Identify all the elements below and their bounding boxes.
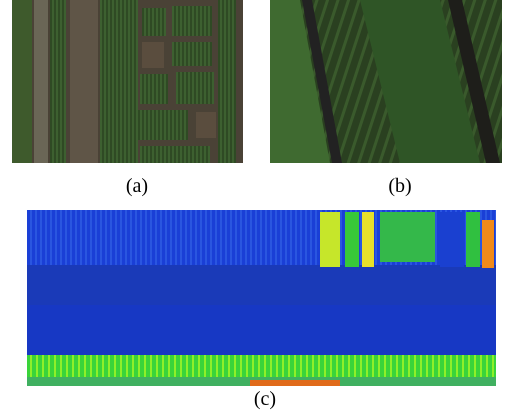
image-b (270, 0, 502, 163)
figure-page: {"figure": {"panels": [{"label": "(a)"},… (0, 0, 513, 419)
image-c (27, 210, 496, 386)
image-a (12, 0, 243, 163)
panel-label: (a) (107, 175, 167, 198)
panel-label: (b) (370, 175, 430, 198)
figure (0, 0, 513, 419)
panel-label: (c) (235, 388, 295, 411)
